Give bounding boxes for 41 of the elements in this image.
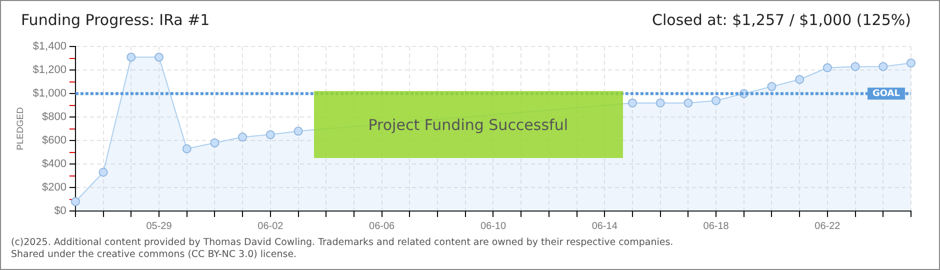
x-tick-label: 06-06 bbox=[369, 220, 396, 232]
point bbox=[210, 138, 220, 148]
x-tick-label: 05-29 bbox=[146, 220, 172, 232]
y-tick-label: $1,000 bbox=[32, 88, 66, 100]
x-tick-label: 06-18 bbox=[703, 220, 730, 232]
text: Shared under the creative commons (CC BY-NC 3.0) license. bbox=[11, 249, 298, 261]
y-tick-label: $400 bbox=[42, 158, 66, 170]
y-axis-title: PLEDGED bbox=[14, 106, 25, 150]
point bbox=[294, 126, 303, 136]
x-tick-label: 06-14 bbox=[592, 220, 618, 232]
x-tick-label: 06-22 bbox=[814, 220, 841, 232]
point bbox=[684, 98, 693, 108]
y-tick-label: $600 bbox=[42, 134, 66, 147]
point bbox=[98, 168, 108, 177]
point bbox=[712, 96, 721, 106]
x-tick-label: 06-02 bbox=[258, 220, 284, 232]
point bbox=[154, 52, 164, 62]
point bbox=[795, 74, 804, 84]
point bbox=[767, 82, 776, 92]
point bbox=[656, 98, 665, 108]
text: (c)2025. Additional content provided by Thomas David Cowling. Trademarks and related content are owned by their respective companies. bbox=[11, 237, 674, 249]
point bbox=[628, 98, 637, 108]
point bbox=[906, 58, 916, 68]
y-tick-label: $200 bbox=[42, 182, 66, 194]
point bbox=[822, 63, 832, 72]
point bbox=[850, 62, 860, 72]
y-tick-label: $800 bbox=[42, 111, 66, 124]
chart-title: Funding Progress: IRa #1 bbox=[21, 11, 210, 31]
chart-subtitle: Closed at: $1,257 / $1,000 (125%) bbox=[652, 11, 911, 31]
point bbox=[238, 132, 248, 142]
point bbox=[266, 130, 275, 140]
ref-line-label: GOAL bbox=[872, 88, 900, 99]
y-tick-label: $0 bbox=[54, 205, 66, 218]
point bbox=[182, 144, 192, 154]
point bbox=[70, 197, 80, 206]
x-tick-label: 06-10 bbox=[480, 220, 506, 232]
point bbox=[878, 62, 888, 72]
point bbox=[126, 52, 136, 62]
y-tick-label: $1,200 bbox=[32, 64, 66, 76]
y-tick-label: $1,400 bbox=[32, 40, 66, 53]
success-banner: Project Funding Successful bbox=[314, 90, 623, 158]
